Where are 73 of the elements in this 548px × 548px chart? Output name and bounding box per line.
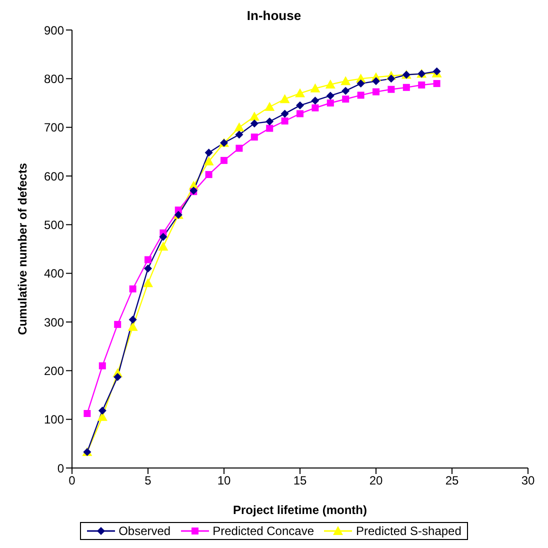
point <box>114 320 122 328</box>
point <box>280 94 290 104</box>
point <box>266 117 274 126</box>
point <box>98 406 106 415</box>
point <box>387 74 396 83</box>
y-tick-label: 200 <box>44 364 64 378</box>
point <box>143 278 153 288</box>
point <box>205 171 212 178</box>
point <box>310 83 320 92</box>
legend-label: Predicted S-shaped <box>355 524 462 538</box>
legend-label: Observed <box>118 524 171 538</box>
x-tick-label: 5 <box>144 474 152 488</box>
point <box>312 104 319 112</box>
point <box>433 80 440 88</box>
point <box>342 86 350 95</box>
point <box>98 362 106 370</box>
y-tick-label: 800 <box>44 72 64 86</box>
point <box>250 134 258 141</box>
x-tick-label: 25 <box>445 474 459 488</box>
point <box>326 92 334 100</box>
point <box>325 80 336 89</box>
point <box>402 84 410 91</box>
point <box>296 101 304 110</box>
point <box>204 156 214 166</box>
point <box>144 264 152 272</box>
point <box>234 122 244 132</box>
point <box>204 148 213 157</box>
point <box>144 256 152 264</box>
point <box>281 118 288 125</box>
x-axis-title: Project lifetime (month) <box>232 503 368 517</box>
point <box>266 124 274 132</box>
y-tick-label: 600 <box>44 169 64 184</box>
y-tick-label: 700 <box>44 120 64 135</box>
point <box>158 242 168 251</box>
x-tick-label: 0 <box>68 474 76 488</box>
chart-title: In-house <box>246 8 302 24</box>
x-tick-label: 10 <box>217 474 231 488</box>
point <box>311 96 320 105</box>
x-tick-label: 15 <box>293 474 307 488</box>
point <box>296 110 304 118</box>
point <box>342 96 350 103</box>
point <box>129 285 136 292</box>
point <box>250 119 258 128</box>
point <box>388 86 395 93</box>
y-tick-label: 900 <box>44 23 64 38</box>
point <box>280 110 289 118</box>
x-tick-label: 20 <box>369 474 383 488</box>
y-tick-label: 400 <box>44 266 64 281</box>
point <box>236 144 243 152</box>
point <box>128 316 137 324</box>
point <box>264 102 275 111</box>
point <box>114 372 122 381</box>
y-tick-label: 500 <box>44 218 64 232</box>
point <box>326 100 334 106</box>
point <box>249 112 260 121</box>
y-tick-label: 100 <box>44 412 64 427</box>
point <box>372 77 380 86</box>
point <box>295 88 305 98</box>
point <box>159 232 168 241</box>
point <box>235 130 244 139</box>
y-tick-label: 300 <box>44 315 64 330</box>
point <box>357 92 364 99</box>
y-axis-title: Cumulative number of defects <box>15 162 30 336</box>
point <box>128 322 138 331</box>
point <box>220 156 228 164</box>
y-tick-label: 0 <box>57 461 64 476</box>
x-tick-label: 30 <box>521 474 535 488</box>
legend-label: Predicted Concave <box>212 524 314 538</box>
point <box>372 88 380 96</box>
point <box>84 410 91 417</box>
point <box>340 76 351 86</box>
point <box>418 81 426 88</box>
point <box>356 80 365 88</box>
